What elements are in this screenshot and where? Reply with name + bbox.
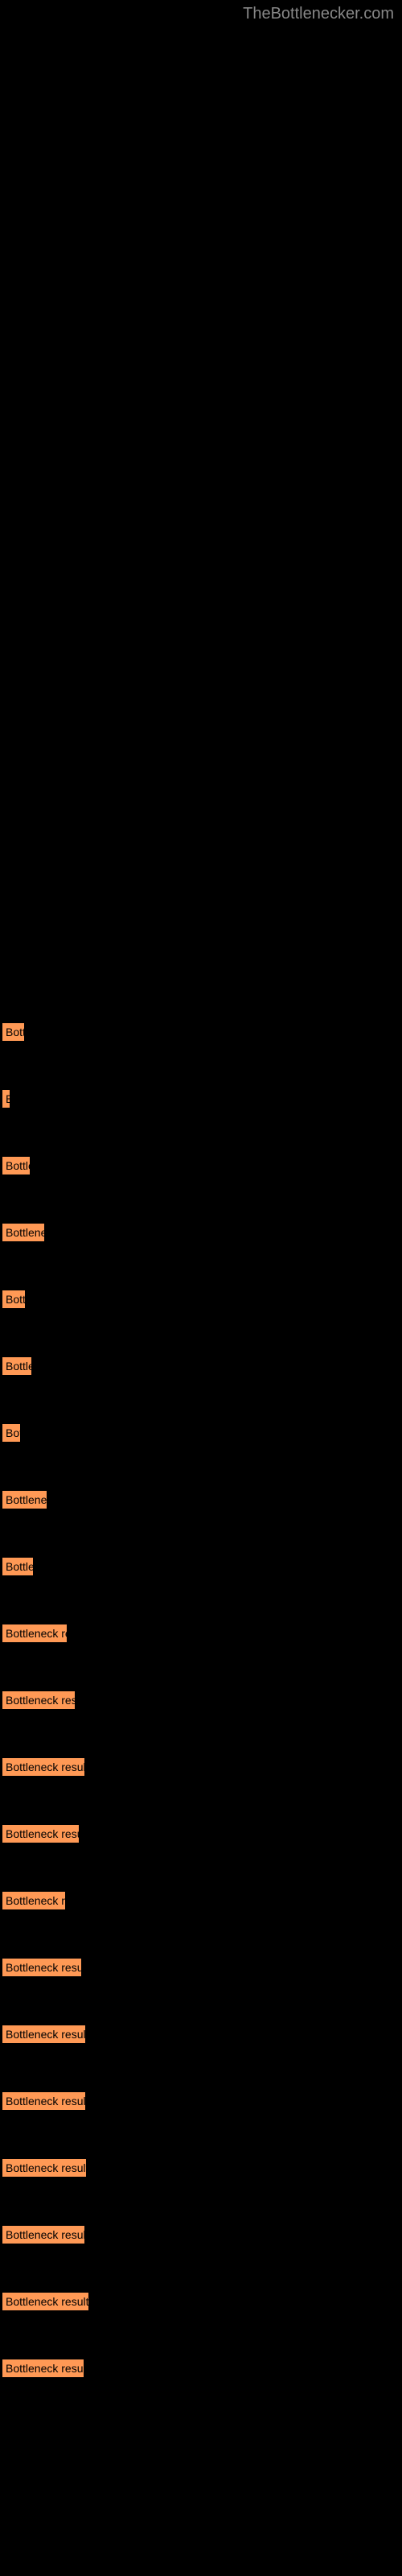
bar-row: Bottleneck result [2,1557,402,1580]
bar: Bottleneck result [2,2091,86,2111]
bar-row: Bottleneck result [2,2091,402,2115]
bar: Bottleneck result [2,1690,76,1710]
bar: Bottleneck result [2,1557,34,1576]
bar-row: Bottleneck result [2,2025,402,2048]
bar: Bottleneck result [2,1624,68,1643]
bar-row: Bottleneck result [2,1423,402,1447]
bar-row: Bottleneck result [2,1490,402,1513]
bar-row: Bottleneck result [2,1624,402,1647]
bar-row: Bottleneck result [2,1690,402,1714]
bar: Bottleneck result [2,1089,10,1108]
bar-row: Bottleneck result [2,2158,402,2182]
bar: Bottleneck result [2,1824,80,1843]
bar-row: Bottleneck result [2,1290,402,1313]
bar: Bottleneck result [2,1156,31,1175]
bar: Bottleneck result [2,1490,47,1509]
bar-row: Bottleneck result [2,1223,402,1246]
bar: Bottleneck result [2,1290,26,1309]
bar-chart: Bottleneck result Bottleneck result Bottle… [0,0,402,2458]
bar-row: Bottleneck result [2,1757,402,1781]
bar-row: Bottleneck result [2,2359,402,2382]
bar-row: Bottleneck result [2,1356,402,1380]
bar: Bottleneck result [2,2025,86,2044]
watermark-text: TheBottlenecker.com [243,5,394,23]
bar-row: Bottleneck result [2,1958,402,1981]
bar: Bottleneck result [2,1022,25,1042]
bar: Bottleneck result [2,1223,45,1242]
bar: Bottleneck result [2,1891,66,1910]
bar-row: Bottleneck result [2,2225,402,2248]
bar: Bottleneck result [2,2359,84,2378]
bar-row: Bottleneck result [2,1089,402,1113]
bar: Bottleneck result [2,2292,89,2311]
bar-row: Bottleneck result [2,1891,402,1914]
bar: Bottleneck result [2,1757,85,1777]
bar-row: Bottleneck result [2,1824,402,1847]
bar: Bottleneck result [2,1423,21,1443]
bar-row: Bottleneck result [2,2292,402,2315]
bar: Bottleneck result [2,2225,85,2244]
bar: Bottleneck result [2,1958,82,1977]
bar-row: Bottleneck result [2,1156,402,1179]
bar: Bottleneck result [2,1356,32,1376]
bar: Bottleneck result [2,2158,87,2178]
bar-row: Bottleneck result [2,1022,402,1046]
